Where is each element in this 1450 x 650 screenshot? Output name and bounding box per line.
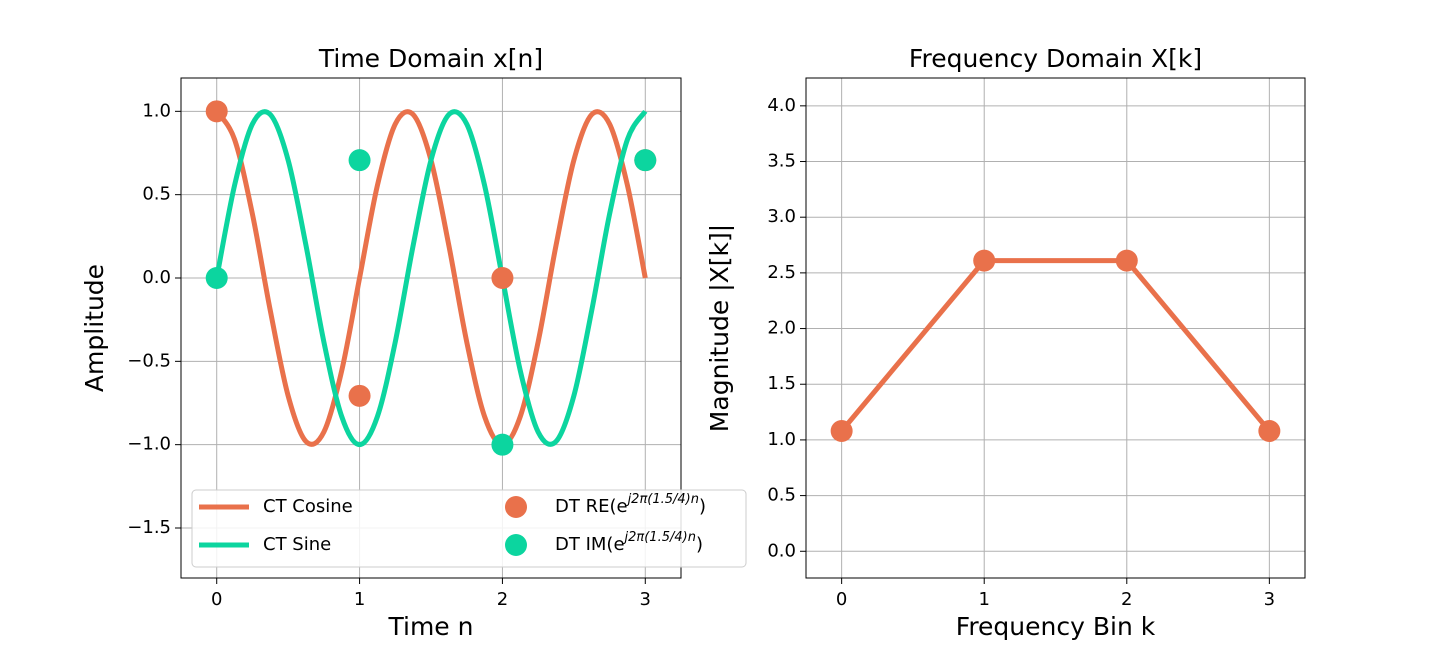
y-tick-label: 3.5: [767, 151, 796, 172]
data-point: [348, 149, 371, 172]
legend-swatch: [505, 534, 527, 556]
y-tick-label: −0.5: [127, 350, 171, 371]
legend-box: [191, 489, 747, 568]
y-tick-label: 2.0: [767, 318, 796, 339]
y-tick-label: −1.5: [127, 517, 171, 538]
legend-label: DT RE(ej2π(1.5/4)n): [555, 492, 706, 518]
data-point: [1258, 420, 1281, 443]
x-tick-label: 3: [1264, 589, 1275, 610]
legend-swatch: [505, 496, 527, 518]
y-tick-label: 1.0: [767, 429, 796, 450]
series-line: [214, 109, 648, 448]
x-tick-label: 0: [211, 589, 222, 610]
y-axis-label: Amplitude: [80, 264, 109, 392]
data-point: [491, 433, 514, 456]
series-line: [839, 258, 1272, 433]
y-tick-label: 0.0: [142, 267, 171, 288]
y-tick-label: 0.0: [767, 540, 796, 561]
axes-frame: [805, 77, 1306, 579]
legend-label: CT Cosine: [263, 496, 353, 517]
data-point: [1115, 249, 1138, 272]
data-point: [205, 100, 228, 123]
y-tick-label: 3.0: [767, 206, 796, 227]
x-tick-label: 1: [354, 589, 365, 610]
x-axis-label: Time n: [388, 612, 474, 641]
legend-label: DT IM(ej2π(1.5/4)n): [555, 530, 703, 556]
x-tick-label: 1: [978, 589, 989, 610]
legend-label: CT Sine: [263, 534, 331, 555]
data-point: [491, 267, 514, 289]
data-point: [973, 249, 996, 272]
x-tick-label: 2: [1121, 589, 1132, 610]
x-tick-label: 0: [836, 589, 847, 610]
x-tick-label: 2: [497, 589, 508, 610]
y-axis-label: Magnitude |X[k]|: [705, 224, 734, 432]
x-axis-label: Frequency Bin k: [956, 612, 1156, 641]
data-point: [348, 384, 371, 407]
chart-title: Frequency Domain X[k]: [909, 44, 1202, 73]
y-tick-label: 1.0: [142, 100, 171, 121]
y-tick-label: 2.5: [767, 262, 796, 283]
y-tick-label: −1.0: [127, 434, 171, 455]
y-tick-label: 4.0: [767, 95, 796, 116]
data-point: [830, 420, 853, 443]
y-tick-label: 0.5: [142, 184, 171, 205]
data-point: [205, 267, 228, 289]
chart-title: Time Domain x[n]: [318, 44, 543, 73]
y-tick-label: 1.5: [767, 373, 796, 394]
axes-frame: [180, 77, 682, 579]
x-tick-label: 3: [640, 589, 651, 610]
y-tick-label: 0.5: [767, 485, 796, 506]
data-point: [634, 149, 657, 172]
